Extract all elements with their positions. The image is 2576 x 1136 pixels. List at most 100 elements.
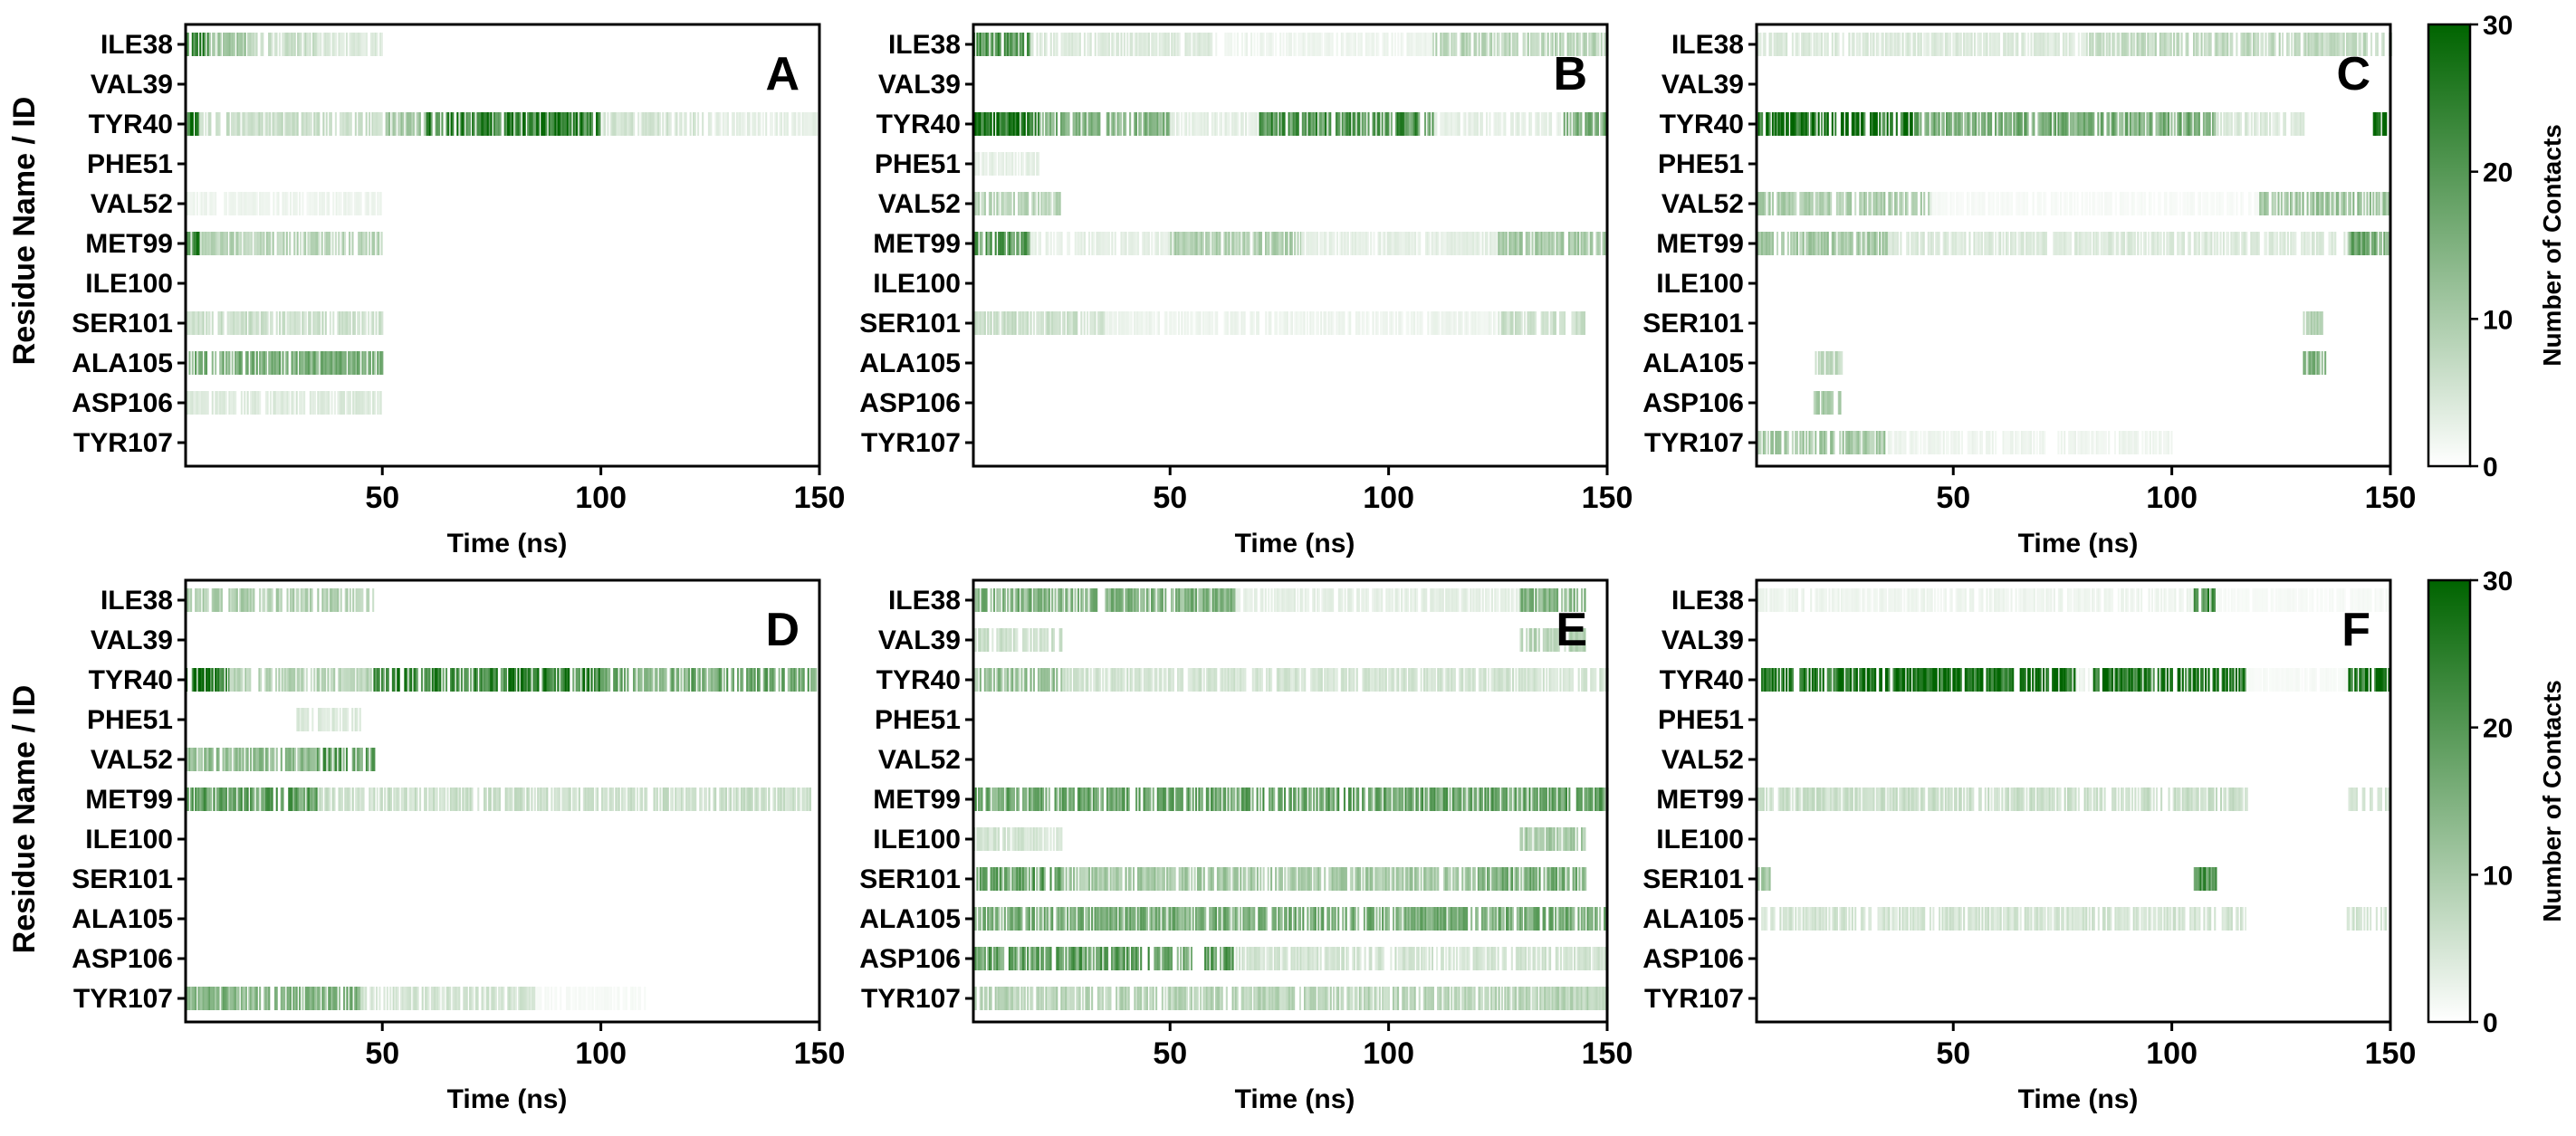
cell-tyr40 [2168, 112, 2170, 136]
cell-met99 [509, 788, 512, 811]
cell-val52 [239, 192, 242, 215]
cell-tyr40 [1118, 112, 1121, 136]
cell-val52 [2360, 192, 2362, 215]
cell-met99 [268, 788, 271, 811]
cell-tyr107 [215, 987, 217, 1010]
cell-met99 [2284, 232, 2286, 255]
cell-ser101 [1290, 311, 1294, 335]
cell-ile38 [368, 588, 370, 612]
cell-tyr107 [525, 987, 528, 1010]
cell-met99 [1395, 232, 1398, 255]
cell-met99 [1574, 232, 1576, 255]
cell-met99 [2060, 232, 2063, 255]
cell-asp106 [215, 391, 218, 415]
cell-ile38 [2050, 33, 2053, 56]
cell-tyr40 [1205, 112, 1208, 136]
cell-phe51 [1011, 152, 1014, 176]
cell-val52 [1003, 192, 1006, 215]
cell-tyr40 [2212, 112, 2215, 136]
cell-asp106 [1813, 391, 1815, 415]
cell-tyr40 [402, 112, 405, 136]
cell-ser101 [1571, 311, 1574, 335]
cell-val52 [1771, 192, 1774, 215]
cell-ile38 [260, 33, 263, 56]
cell-ile38 [1163, 33, 1165, 56]
cell-tyr107 [639, 987, 642, 1010]
cell-ile38 [981, 588, 983, 612]
cell-val52 [2054, 192, 2056, 215]
cell-met99 [713, 788, 715, 811]
cell-tyr40 [1427, 112, 1430, 136]
cell-tyr40 [669, 668, 672, 692]
cell-ile38 [2245, 33, 2247, 56]
cell-ser101 [1119, 311, 1122, 335]
cell-ile38 [998, 33, 1001, 56]
cell-tyr40 [1924, 112, 1927, 136]
cell-tyr107 [2166, 431, 2169, 454]
cell-tyr40 [1169, 112, 1172, 136]
cell-tyr107 [205, 987, 208, 1010]
cell-val52 [257, 748, 260, 771]
cell-met99 [254, 232, 256, 255]
cell-ile38 [982, 33, 985, 56]
cell-tyr40 [476, 112, 479, 136]
cell-met99 [373, 788, 376, 811]
cell-tyr40 [2290, 112, 2293, 136]
cell-val52 [313, 748, 317, 771]
cell-met99 [240, 788, 243, 811]
cell-tyr40 [349, 668, 351, 692]
cell-met99 [1039, 232, 1041, 255]
cell-tyr40 [1085, 112, 1087, 136]
cell-tyr40 [1786, 112, 1789, 136]
cell-val52 [1983, 192, 1986, 215]
cell-asp106 [222, 391, 225, 415]
cell-met99 [1910, 232, 1913, 255]
cell-tyr107 [343, 987, 346, 1010]
cell-met99 [349, 788, 351, 811]
cell-val52 [2205, 192, 2207, 215]
cell-met99 [263, 788, 266, 811]
cell-met99 [719, 788, 722, 811]
residue-label: VAL52 [91, 189, 173, 219]
cell-tyr40 [435, 112, 437, 136]
cell-ile38 [1797, 33, 1800, 56]
cell-tyr40 [1883, 112, 1886, 136]
cell-val52 [2176, 192, 2179, 215]
cell-met99 [772, 788, 775, 811]
cell-tyr40 [195, 112, 197, 136]
cell-ile38 [1045, 588, 1048, 612]
cell-tyr40 [1214, 112, 1217, 136]
cell-met99 [744, 788, 748, 811]
cell-tyr40 [2004, 112, 2006, 136]
cell-met99 [789, 788, 792, 811]
cell-met99 [2350, 232, 2352, 255]
cell-ile38 [1302, 33, 1305, 56]
cell-tyr40 [282, 668, 285, 692]
cell-met99 [1495, 232, 1498, 255]
cell-tyr40 [1569, 112, 1572, 136]
cell-ile38 [191, 33, 194, 56]
cell-ser101 [2313, 311, 2316, 335]
cell-ser101 [1143, 311, 1145, 335]
cell-met99 [1887, 232, 1890, 255]
cell-tyr40 [608, 668, 611, 692]
cell-met99 [325, 232, 328, 255]
cell-tyr40 [637, 668, 640, 692]
cell-tyr40 [1786, 112, 1788, 136]
cell-tyr107 [309, 987, 311, 1010]
cell-tyr40 [1173, 112, 1175, 136]
cell-ser101 [1139, 311, 1142, 335]
cell-val52 [2299, 192, 2302, 215]
cell-val52 [1830, 192, 1833, 215]
cell-ile38 [1324, 588, 1326, 612]
cell-ile38 [2037, 33, 2040, 56]
cell-met99 [321, 788, 323, 811]
cell-ser101 [1504, 311, 1507, 335]
cell-val52 [300, 748, 302, 771]
cell-tyr107 [1913, 431, 1916, 454]
cell-met99 [2311, 232, 2313, 255]
cell-tyr107 [317, 987, 320, 1010]
cell-ser101 [262, 311, 264, 335]
plot-frame [1755, 23, 2392, 468]
cell-tyr40 [1165, 112, 1168, 136]
